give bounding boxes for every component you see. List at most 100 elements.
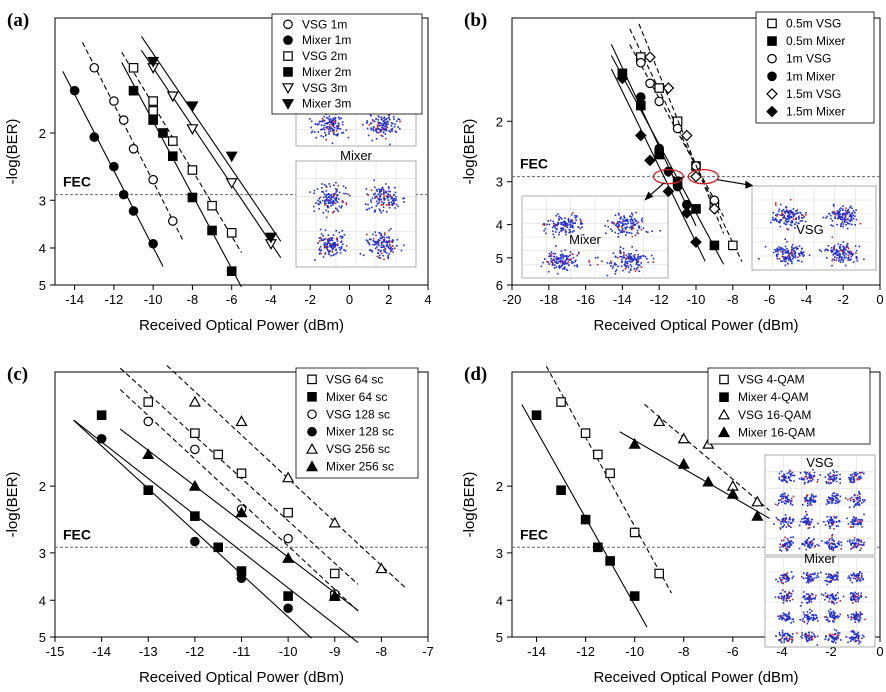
- p4-inset-1-sample: [811, 493, 813, 496]
- p4-inset-2-sample: [836, 617, 839, 619]
- p4-inset-1-sample: [804, 544, 806, 547]
- p4-inset-2-sample: [801, 576, 803, 578]
- p4-inset-2-sample: [829, 635, 831, 638]
- p4-inset-2-sample: [833, 614, 835, 616]
- p1-inset-1-sample: [329, 121, 331, 123]
- p1-inset-2-sample: [313, 210, 315, 212]
- p2-inset-1-sample: [621, 231, 624, 233]
- p4-inset-2-sample: [806, 611, 809, 613]
- p4-inset-2-sample: [790, 571, 793, 573]
- p1-inset-2-sample: [385, 252, 388, 254]
- p4-inset-2-sample: [833, 598, 836, 600]
- p4-inset-1-sample: [862, 500, 865, 503]
- p1-inset-2-sample: [387, 199, 390, 201]
- p2-inset-1-sample: [560, 250, 563, 252]
- p4-inset-1-sample: [779, 495, 782, 498]
- p1-inset-2-sample: [375, 200, 378, 203]
- p2-inset-2-sample: [835, 248, 838, 251]
- p2-inset-1-sample: [563, 221, 566, 224]
- p4-inset-1-sample: [832, 549, 835, 552]
- p2-inset-2-sample: [854, 211, 856, 214]
- p2-xtick-label-1: -20: [503, 292, 522, 307]
- p4-inset-2-sample: [807, 596, 810, 599]
- p2-inset-1-sample: [611, 267, 614, 269]
- p4-inset-1-sample: [831, 539, 834, 541]
- p4-inset-2-sample: [831, 577, 833, 579]
- p2-inset-2-sample: [833, 252, 836, 255]
- p1-inset-2-sample: [333, 201, 335, 204]
- p1-series-3: [121, 51, 242, 253]
- p4-inset-2-sample: [780, 574, 782, 577]
- p1-inset-2-sample: [325, 209, 327, 212]
- p4-inset-1-sample: [803, 543, 805, 546]
- p2-inset-2-sample: [844, 221, 846, 224]
- p2-s5-point-1: [644, 51, 656, 63]
- p4-inset-2-sample: [808, 577, 811, 579]
- p1-s3-point-1: [128, 62, 139, 73]
- p2-inset-1-sample: [622, 227, 624, 230]
- p4-inset-2-sample: [847, 616, 850, 619]
- p2-s3-point-103: [767, 53, 777, 64]
- p4-inset-1-sample: [805, 542, 807, 545]
- p4-inset-2-sample: [784, 638, 786, 640]
- p1-inset-2-sample: [371, 197, 374, 200]
- p1-inset-2-sample: [329, 197, 331, 200]
- p1-inset-1-sample: [336, 128, 339, 130]
- p2-inset-1-sample: [617, 232, 620, 235]
- p2-inset-2-sample: [847, 247, 850, 250]
- p2-inset-1-cluster-2: [540, 245, 599, 275]
- p4-inset-2-cluster-2: [774, 589, 794, 604]
- p4-inset-1-sample: [780, 495, 783, 498]
- p4-inset-2-sample: [779, 577, 781, 579]
- p2-inset-2-sample: [834, 214, 837, 216]
- p4-inset-2-sample: [785, 637, 788, 639]
- p2-inset-1-sample: [637, 255, 639, 258]
- p2-inset-2-sample: [781, 260, 784, 262]
- p4-s3-point-2: [677, 432, 690, 444]
- p4-inset-1-cluster-9: [819, 469, 841, 485]
- p2-inset-1-sample: [570, 219, 572, 222]
- p1-inset-2-sample: [322, 191, 325, 193]
- p2-inset-1-sample: [576, 254, 579, 257]
- p2-inset-2-sample: [779, 214, 781, 216]
- p2-inset-1-sample: [619, 251, 621, 253]
- p4-inset-1-sample: [826, 501, 829, 503]
- p1-inset-1-sample: [382, 123, 384, 125]
- p4-inset-1-sample: [836, 474, 838, 477]
- p2-inset-1-label: Mixer: [569, 232, 601, 247]
- p4-inset-1-sample: [802, 520, 804, 523]
- p2-s4-point-104: [767, 71, 777, 82]
- p4-inset-1-sample: [784, 477, 787, 479]
- p2-inset-1-sample: [558, 231, 561, 234]
- p4-inset-2-sample: [827, 573, 830, 576]
- p2-inset-2-sample: [855, 209, 857, 211]
- p1-s1-point-5: [148, 174, 158, 185]
- p4-inset-2-sample: [857, 573, 859, 576]
- p4-inset-2-sample: [810, 598, 812, 601]
- p4-inset-1-sample: [783, 544, 786, 546]
- p1-inset-1-sample: [334, 122, 337, 124]
- p2-inset-1-sample: [610, 262, 613, 264]
- p1-inset-1-sample: [385, 124, 388, 126]
- p4-inset-2-sample: [783, 573, 786, 576]
- p4-inset-1-sample: [805, 475, 807, 478]
- p1-inset-2-sample: [387, 255, 389, 257]
- p2-inset-2-sample: [799, 211, 801, 214]
- p1-inset-2-sample: [383, 190, 385, 193]
- p1-inset-2-sample: [332, 203, 334, 206]
- p4-inset-1-sample: [804, 471, 806, 473]
- p4-inset-2-cluster-8: [796, 631, 819, 646]
- p4-inset-1-sample: [861, 544, 864, 546]
- p1-inset-1-sample: [380, 116, 383, 118]
- p2-ytick-label-1: 2: [496, 114, 503, 129]
- p2-inset-1-sample: [637, 232, 640, 235]
- p4-plot-frame: [511, 371, 881, 638]
- p2-inset-2-sample: [794, 256, 797, 259]
- p2-inset-1-sample: [606, 262, 609, 264]
- p4-inset-1-sample: [850, 548, 852, 550]
- p2-inset-2-sample: [777, 221, 780, 223]
- p2-inset-1-sample: [629, 269, 632, 271]
- p4-inset-2-sample: [788, 579, 790, 581]
- p4-inset-2-sample: [788, 611, 790, 614]
- p1-inset-2-sample: [333, 253, 335, 256]
